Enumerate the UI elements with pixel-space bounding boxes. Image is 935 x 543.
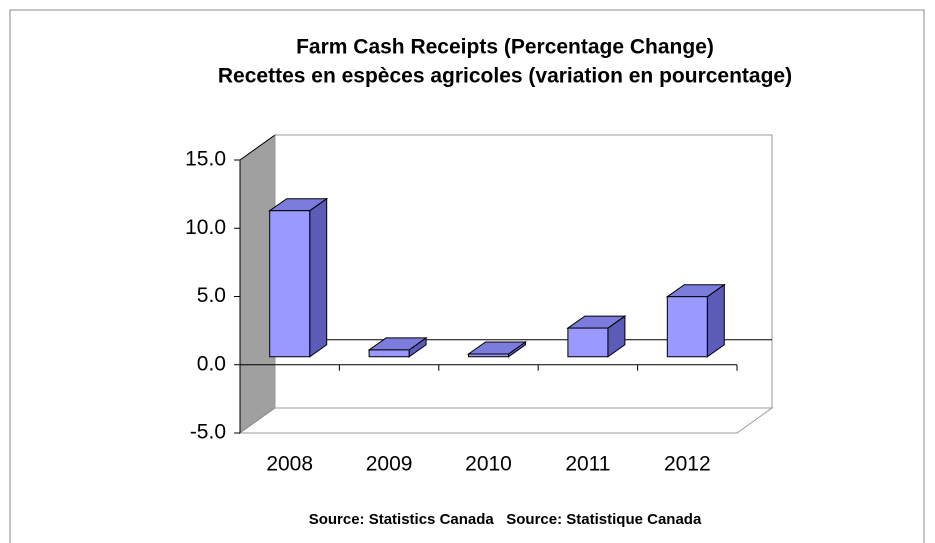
bar-side [309, 197, 328, 358]
source-note: Source: Statistics Canada Source: Statis… [309, 511, 702, 528]
bar [468, 353, 509, 358]
y-tick-label: 15.0 [185, 148, 226, 171]
bar [666, 296, 708, 358]
y-tick-label: 10.0 [185, 216, 226, 239]
y-tick-label: 0.0 [197, 352, 226, 375]
x-tick-label: 2008 [266, 453, 313, 476]
x-tick-label: 2011 [565, 453, 610, 476]
bar [567, 327, 609, 358]
bar [269, 210, 311, 358]
chart-title: Farm Cash Receipts (Percentage Change) [296, 36, 714, 59]
bar [368, 349, 410, 358]
y-tick-label: 5.0 [197, 284, 226, 307]
x-tick-label: 2009 [366, 453, 413, 476]
back-wall [274, 134, 773, 409]
y-tick-label: -5.0 [190, 421, 226, 444]
x-tick-label: 2012 [664, 453, 711, 476]
x-tick-label: 2010 [465, 453, 512, 476]
chart-subtitle: Recettes en espèces agricoles (variation… [218, 65, 792, 88]
floor [238, 407, 774, 434]
